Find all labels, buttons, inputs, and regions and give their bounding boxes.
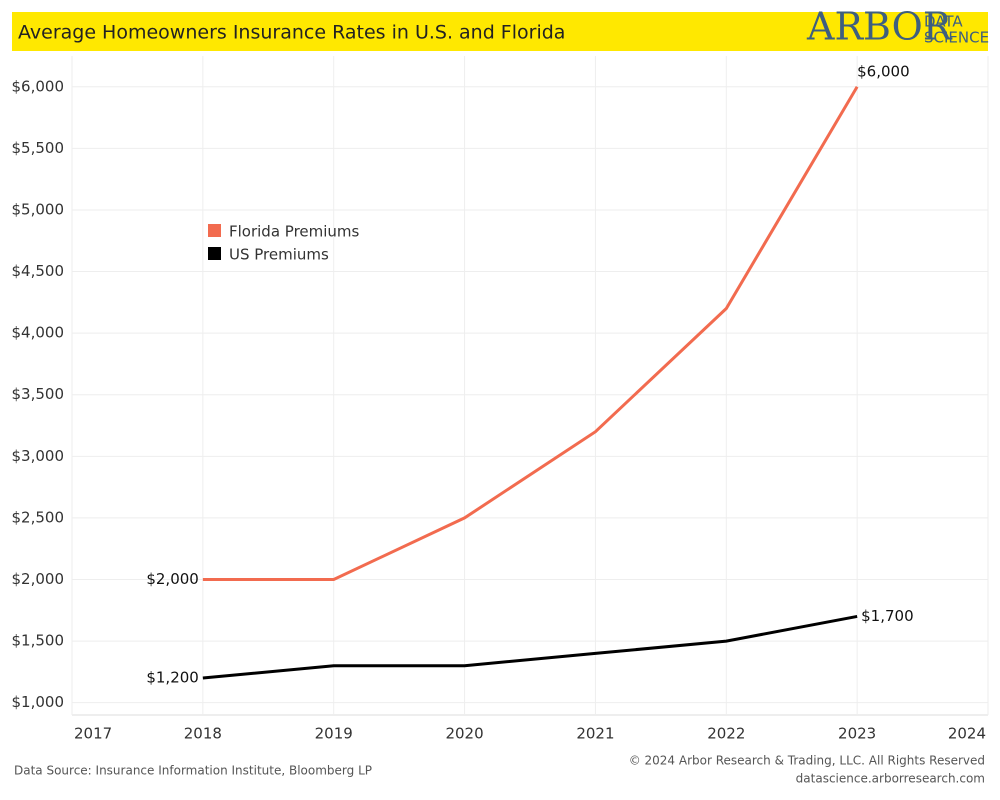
- y-tick-label: $1,500: [12, 632, 65, 650]
- logo-main: ARBOR: [806, 5, 953, 49]
- y-tick-label: $5,500: [12, 139, 65, 157]
- source: Data Source: Insurance Information Insti…: [14, 764, 372, 778]
- x-tick-label: 2021: [576, 725, 614, 743]
- y-tick-label: $3,500: [12, 385, 65, 403]
- logo-top: DATA: [924, 13, 963, 31]
- website: datascience.arborresearch.com: [796, 772, 985, 786]
- line: [202, 86, 859, 582]
- data-label: $6,000: [857, 62, 910, 80]
- x-tick-label: 2022: [707, 725, 745, 743]
- y-tick-label: $3,000: [12, 447, 65, 465]
- copyright: © 2024 Arbor Research & Trading, LLC. Al…: [629, 754, 985, 768]
- data-label: $1,200: [146, 669, 199, 687]
- legend-label: US Premiums: [229, 246, 329, 264]
- x-tick-label: 2020: [445, 725, 483, 743]
- legend-swatch: [208, 247, 221, 260]
- x-tick-label: 2023: [838, 725, 876, 743]
- legend-swatch: [208, 224, 221, 237]
- y-tick-label: $4,500: [12, 262, 65, 280]
- data-label: $2,000: [146, 570, 199, 588]
- y-tick-label: $1,000: [12, 693, 65, 711]
- chart-title: Average Homeowners Insurance Rates in U.…: [18, 22, 565, 44]
- line: [202, 614, 858, 680]
- y-tick-label: $6,000: [12, 77, 65, 95]
- y-tick-label: $2,500: [12, 508, 65, 526]
- logo-bottom: SCIENCE: [924, 29, 989, 47]
- x-tick-label: 2018: [184, 725, 222, 743]
- x-tick-label: 2019: [315, 725, 353, 743]
- x-tick-label: 2024: [948, 725, 986, 743]
- data-label: $1,700: [861, 607, 914, 625]
- x-tick-label: 2017: [74, 725, 112, 743]
- legend-label: Florida Premiums: [229, 223, 360, 241]
- y-tick-label: $2,000: [12, 570, 65, 588]
- title-bar: [12, 12, 988, 51]
- y-tick-label: $4,000: [12, 324, 65, 342]
- y-tick-label: $5,000: [12, 200, 65, 218]
